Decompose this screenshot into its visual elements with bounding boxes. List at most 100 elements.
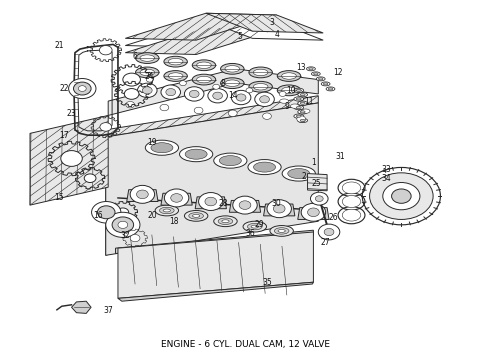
Ellipse shape xyxy=(192,74,216,85)
Circle shape xyxy=(255,92,274,107)
Text: 8: 8 xyxy=(220,79,225,88)
Ellipse shape xyxy=(270,226,294,236)
Ellipse shape xyxy=(146,140,178,155)
Circle shape xyxy=(130,234,140,242)
Text: 36: 36 xyxy=(245,229,255,238)
Ellipse shape xyxy=(225,66,240,72)
Ellipse shape xyxy=(294,105,304,110)
Circle shape xyxy=(239,201,251,210)
Ellipse shape xyxy=(301,109,310,113)
Ellipse shape xyxy=(251,225,258,228)
Text: 1: 1 xyxy=(311,158,316,167)
Ellipse shape xyxy=(314,73,318,75)
Ellipse shape xyxy=(323,83,328,85)
Circle shape xyxy=(124,89,139,99)
Ellipse shape xyxy=(291,104,299,108)
Ellipse shape xyxy=(164,56,187,67)
Ellipse shape xyxy=(214,216,237,226)
Polygon shape xyxy=(206,21,323,40)
Ellipse shape xyxy=(214,153,247,168)
Text: 24: 24 xyxy=(145,72,154,81)
Ellipse shape xyxy=(155,205,178,216)
Text: 11: 11 xyxy=(304,96,313,105)
Circle shape xyxy=(171,194,182,202)
Ellipse shape xyxy=(342,209,361,221)
Polygon shape xyxy=(118,282,314,301)
Ellipse shape xyxy=(220,156,242,166)
Ellipse shape xyxy=(220,63,244,74)
Ellipse shape xyxy=(196,76,211,83)
Text: 20: 20 xyxy=(147,211,157,220)
Text: 30: 30 xyxy=(272,199,282,208)
Circle shape xyxy=(117,208,129,217)
Text: 33: 33 xyxy=(382,165,392,174)
Ellipse shape xyxy=(296,89,301,91)
Text: 19: 19 xyxy=(147,138,157,147)
Text: 25: 25 xyxy=(311,179,320,188)
Circle shape xyxy=(228,110,237,117)
Ellipse shape xyxy=(140,55,155,61)
Circle shape xyxy=(84,174,96,183)
Polygon shape xyxy=(195,197,226,209)
Circle shape xyxy=(106,212,140,237)
Ellipse shape xyxy=(296,115,301,117)
Text: 31: 31 xyxy=(336,152,345,161)
Polygon shape xyxy=(206,13,323,33)
Ellipse shape xyxy=(249,67,272,78)
Ellipse shape xyxy=(274,228,289,234)
Polygon shape xyxy=(264,204,295,216)
Ellipse shape xyxy=(300,94,305,96)
Ellipse shape xyxy=(151,143,173,153)
Ellipse shape xyxy=(296,98,301,100)
Ellipse shape xyxy=(298,118,308,123)
Ellipse shape xyxy=(300,111,305,113)
Circle shape xyxy=(74,82,91,95)
Polygon shape xyxy=(108,69,319,116)
Text: 3: 3 xyxy=(270,18,274,27)
Circle shape xyxy=(208,89,227,103)
Circle shape xyxy=(138,83,157,98)
Ellipse shape xyxy=(218,218,233,225)
Ellipse shape xyxy=(312,72,320,76)
Ellipse shape xyxy=(298,101,308,105)
Text: 5: 5 xyxy=(238,32,243,41)
Circle shape xyxy=(184,87,204,101)
Circle shape xyxy=(260,96,270,103)
Ellipse shape xyxy=(328,88,333,90)
Circle shape xyxy=(233,196,257,214)
Ellipse shape xyxy=(300,102,305,104)
Ellipse shape xyxy=(248,159,281,175)
Circle shape xyxy=(112,217,134,233)
Ellipse shape xyxy=(253,162,275,172)
Text: 26: 26 xyxy=(328,213,338,222)
Ellipse shape xyxy=(179,147,213,162)
Ellipse shape xyxy=(247,224,262,230)
Polygon shape xyxy=(30,116,108,205)
Circle shape xyxy=(392,189,411,203)
Circle shape xyxy=(61,150,82,166)
Circle shape xyxy=(273,204,285,213)
Ellipse shape xyxy=(159,207,174,214)
Ellipse shape xyxy=(136,53,159,63)
Ellipse shape xyxy=(253,69,268,76)
Ellipse shape xyxy=(321,82,330,86)
Ellipse shape xyxy=(222,220,229,223)
Ellipse shape xyxy=(220,78,244,89)
Ellipse shape xyxy=(342,182,361,194)
Ellipse shape xyxy=(282,166,316,181)
Polygon shape xyxy=(118,232,314,298)
Ellipse shape xyxy=(249,81,272,92)
Circle shape xyxy=(198,193,223,211)
Ellipse shape xyxy=(300,120,305,122)
Text: 18: 18 xyxy=(170,217,179,226)
Circle shape xyxy=(166,89,175,96)
Circle shape xyxy=(279,91,286,96)
Circle shape xyxy=(383,183,420,210)
Ellipse shape xyxy=(294,114,304,118)
Ellipse shape xyxy=(225,80,240,86)
Polygon shape xyxy=(116,230,314,253)
Text: 23: 23 xyxy=(67,109,76,118)
Circle shape xyxy=(161,85,180,99)
Circle shape xyxy=(324,228,334,235)
Ellipse shape xyxy=(189,213,203,219)
